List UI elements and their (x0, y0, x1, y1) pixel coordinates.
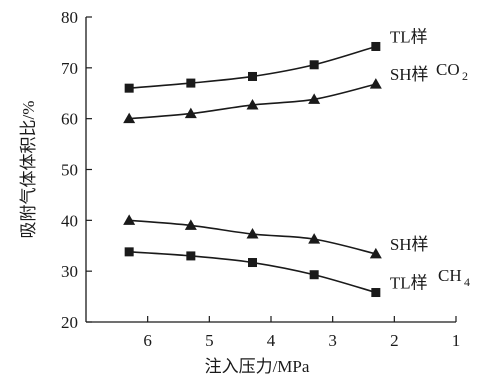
triangle-marker (369, 247, 382, 259)
group-label-co2: CO (436, 60, 460, 79)
y-tick-label: 60 (61, 110, 78, 129)
series-layer (123, 41, 382, 298)
series-label-2: SH样 (390, 235, 429, 254)
triangle-marker (184, 219, 197, 230)
square-marker (248, 258, 257, 268)
square-marker (186, 251, 196, 261)
triangle-marker (123, 112, 136, 124)
x-tick-label: 6 (143, 331, 152, 350)
y-tick-label: 40 (61, 211, 78, 230)
square-marker (371, 41, 381, 51)
x-tick-label: 2 (390, 331, 399, 350)
square-marker (124, 247, 134, 257)
triangle-marker (184, 107, 197, 119)
square-marker (124, 83, 134, 93)
x-axis-title: 注入压力/MPa (205, 357, 310, 376)
square-marker (309, 270, 319, 280)
triangle-marker (246, 98, 259, 110)
y-tick-label: 50 (61, 161, 78, 180)
square-marker (248, 71, 257, 81)
triangle-marker (308, 233, 321, 244)
y-tick-label: 80 (61, 8, 78, 27)
square-marker (371, 288, 381, 298)
square-marker (309, 60, 319, 70)
square-marker (186, 78, 196, 88)
group-label-ch4-subscript: 4 (464, 275, 470, 289)
group-label-ch4: CH (438, 266, 462, 285)
y-tick-label: 30 (61, 262, 78, 281)
triangle-marker (123, 214, 136, 225)
series-label-0: TL样 (390, 27, 428, 46)
series-line-0 (129, 45, 377, 89)
triangle-marker (308, 93, 321, 104)
series-line-3 (129, 251, 377, 294)
triangle-marker (246, 228, 259, 239)
y-tick-label: 70 (61, 59, 78, 78)
y-tick-label: 20 (61, 313, 78, 332)
x-tick-label: 3 (328, 331, 337, 350)
group-label-co2-subscript: 2 (462, 69, 468, 83)
series-label-3: TL样 (390, 274, 428, 293)
x-tick-label: 4 (267, 331, 276, 350)
triangle-marker (369, 78, 382, 89)
series-label-1: SH样 (390, 65, 429, 84)
labels-layer: TL样 SH样 SH样 TL样 CO 2 CH 4 (390, 27, 470, 292)
y-axis-title: 吸附气体体积比/% (19, 101, 38, 239)
x-tick-label: 5 (205, 331, 214, 350)
axes: 20 30 40 50 60 70 80 6 5 4 3 2 1 注入压力/MPa 吸附气体体积比/% (19, 8, 460, 376)
x-tick-label: 1 (452, 331, 461, 350)
